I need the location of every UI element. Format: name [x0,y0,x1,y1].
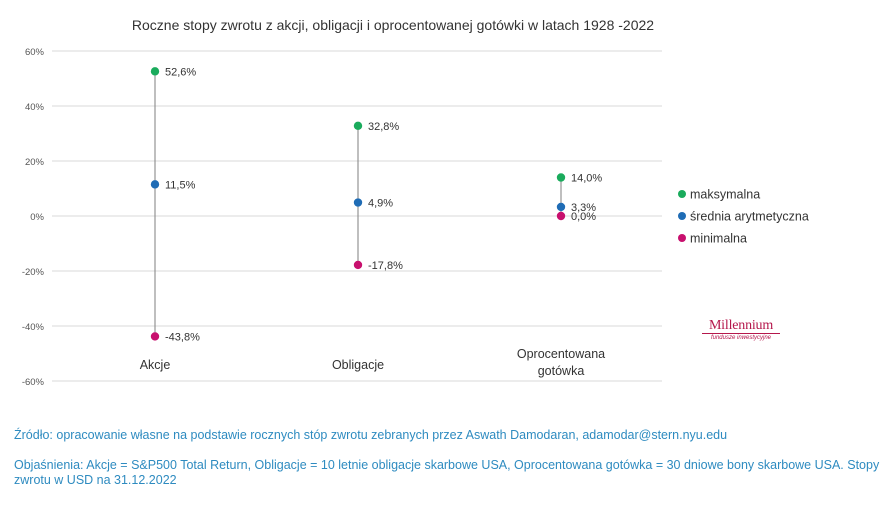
legend-label: maksymalna [690,188,760,202]
data-label: -17,8% [368,260,403,272]
data-label: 4,9% [368,198,393,210]
data-label: 14,0% [571,173,602,185]
x-category-label: Obligacje [332,358,384,372]
x-category-label: gotówka [538,364,585,378]
y-tick-label: -40% [22,322,45,333]
data-point [150,180,160,189]
data-label: -43,8% [165,331,200,343]
data-label: 0,0% [571,211,596,223]
data-point [353,198,363,207]
y-tick-label: 60% [25,47,45,58]
legend-marker [678,234,686,242]
y-tick-label: 0% [30,212,44,223]
legend-marker [678,212,686,220]
returns-chart: Roczne stopy zwrotu z akcji, obligacji i… [22,17,809,388]
y-tick-label: 20% [25,157,45,168]
legend-label: minimalna [690,232,747,246]
legend-marker [678,190,686,198]
data-point [150,332,160,341]
logo-tagline: fundusze inwestycyjne [710,335,772,341]
logo-underline [702,333,780,334]
x-category-label: Oprocentowana [517,347,605,361]
y-tick-label: -60% [22,377,45,388]
millennium-logo: Millennium fundusze inwestycyjne [700,318,782,342]
data-point [556,202,566,212]
data-label: 11,5% [165,179,196,191]
data-point [150,67,160,76]
chart-title: Roczne stopy zwrotu z akcji, obligacji i… [132,17,654,33]
data-point [353,260,363,270]
data-point [353,121,363,130]
data-label: 3,3% [571,202,596,214]
legend-label: średnia arytmetyczna [690,210,809,224]
data-label: 52,6% [165,66,196,78]
logo-wordmark: Millennium [708,318,774,333]
x-category-label: Akcje [140,358,171,372]
data-label: 32,8% [368,121,399,133]
explanation-note: Objaśnienia: Akcje = S&P500 Total Return… [14,458,880,487]
source-note: Źródło: opracowanie własne na podstawie … [14,428,728,442]
y-tick-label: -20% [22,267,45,278]
y-tick-label: 40% [25,102,45,113]
data-point [556,173,566,182]
data-point [556,211,566,221]
